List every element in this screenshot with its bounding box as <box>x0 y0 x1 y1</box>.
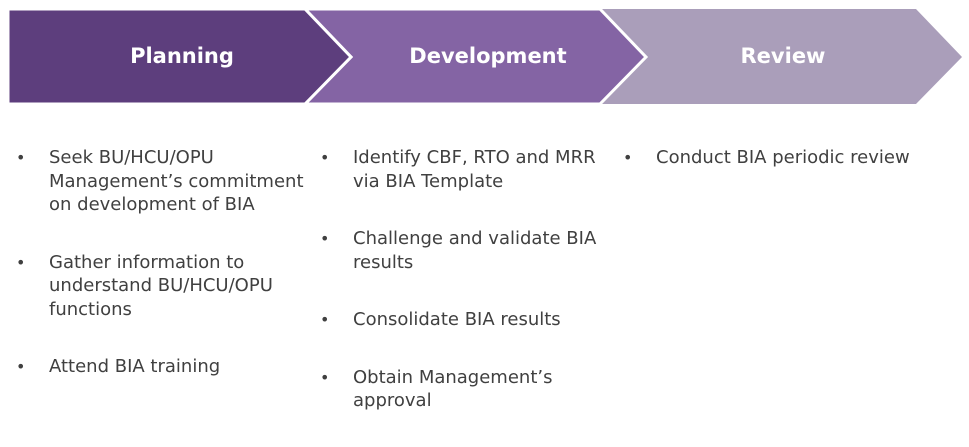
phase-title-review: Review <box>741 44 826 68</box>
bullet-icon: • <box>623 148 633 167</box>
task-text: Challenge and validate BIA results <box>353 228 597 273</box>
task-text: Gather information to understand BU/HCU/… <box>49 251 273 320</box>
task-item: • Attend BIA training <box>14 355 314 379</box>
task-item: • Gather information to understand BU/HC… <box>14 251 314 322</box>
phase-title-planning: Planning <box>130 44 234 68</box>
task-text: Obtain Management’s approval <box>353 366 553 412</box>
process-chevron-bar: Planning Development Review <box>6 7 962 106</box>
task-item: • Identify CBF, RTO and MRR via BIA Temp… <box>318 146 608 193</box>
bullet-icon: • <box>320 148 330 167</box>
bullet-icon: • <box>320 310 330 329</box>
bullet-icon: • <box>320 229 330 248</box>
task-text: Consolidate BIA results <box>353 309 561 330</box>
task-text: Attend BIA training <box>49 356 221 377</box>
task-item: • Obtain Management’s approval <box>318 366 608 413</box>
bullet-icon: • <box>320 367 330 387</box>
planning-task-list: • Seek BU/HCU/OPU Management’s commitmen… <box>14 146 314 413</box>
task-text: Conduct BIA periodic review <box>656 147 910 168</box>
development-task-list: • Identify CBF, RTO and MRR via BIA Temp… <box>318 146 608 447</box>
phase-title-development: Development <box>409 44 566 68</box>
task-text: Identify CBF, RTO and MRR via BIA Templa… <box>353 147 596 192</box>
task-item: • Conduct BIA periodic review <box>621 146 921 170</box>
chevron-review <box>600 9 962 104</box>
chevron-planning <box>6 7 354 106</box>
task-item: • Challenge and validate BIA results <box>318 227 608 274</box>
task-item: • Seek BU/HCU/OPU Management’s commitmen… <box>14 146 314 217</box>
bullet-icon: • <box>16 252 26 272</box>
task-item: • Consolidate BIA results <box>318 308 608 332</box>
review-task-list: • Conduct BIA periodic review <box>621 146 921 204</box>
task-text: Seek BU/HCU/OPU Management’s commitment … <box>49 147 304 215</box>
bullet-icon: • <box>16 357 26 376</box>
bullet-icon: • <box>16 148 26 167</box>
